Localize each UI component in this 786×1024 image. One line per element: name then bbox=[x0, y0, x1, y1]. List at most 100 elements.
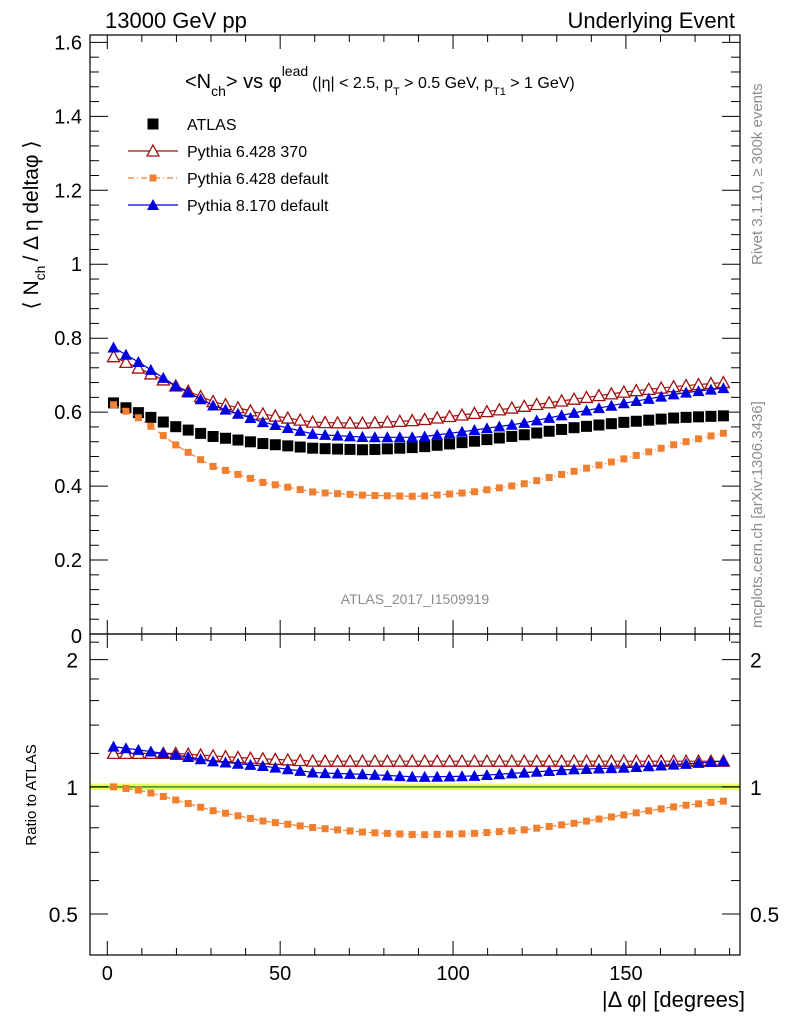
data-point bbox=[543, 411, 556, 423]
ratio-data-point bbox=[246, 814, 254, 822]
legend-entry: Pythia 6.428 default bbox=[128, 171, 329, 188]
ratio-data-point bbox=[367, 753, 382, 767]
data-point bbox=[269, 419, 282, 431]
data-point bbox=[207, 399, 220, 411]
data-point bbox=[296, 486, 304, 494]
data-point bbox=[309, 488, 317, 496]
ratio-data-point bbox=[358, 828, 366, 836]
data-point bbox=[470, 488, 478, 496]
legend-entry: ATLAS bbox=[147, 117, 237, 134]
data-point bbox=[657, 444, 665, 452]
data-point bbox=[392, 413, 407, 427]
data-point bbox=[159, 432, 167, 440]
ratio-data-point bbox=[110, 783, 118, 791]
ratio-data-point bbox=[533, 824, 541, 832]
data-point bbox=[306, 427, 319, 439]
data-point bbox=[197, 456, 205, 464]
data-point bbox=[508, 482, 516, 490]
ratio-data-point bbox=[417, 753, 432, 767]
data-point bbox=[668, 412, 680, 424]
ratio-data-point bbox=[393, 770, 406, 782]
data-point bbox=[318, 415, 333, 429]
ratio-data-point bbox=[456, 770, 469, 782]
ratio-data-point bbox=[717, 755, 730, 767]
data-point bbox=[558, 470, 566, 478]
ratio-data-point bbox=[222, 809, 230, 817]
data-point bbox=[456, 437, 468, 449]
ratio-data-point bbox=[169, 748, 182, 760]
data-point bbox=[483, 486, 491, 494]
ratio-data-point bbox=[368, 768, 381, 780]
ratio-data-point bbox=[555, 764, 568, 776]
data-point bbox=[680, 386, 693, 398]
ratio-data-point bbox=[330, 753, 345, 767]
data-point bbox=[495, 484, 503, 492]
ratio-data-point bbox=[492, 753, 507, 767]
data-point bbox=[331, 429, 344, 441]
ratio-data-point bbox=[558, 821, 566, 829]
data-point bbox=[591, 388, 607, 402]
ratio-data-point bbox=[530, 765, 543, 777]
ratio-data-point bbox=[408, 831, 416, 839]
data-point bbox=[119, 348, 132, 360]
data-point bbox=[430, 410, 445, 424]
y-tick-label: 0.4 bbox=[54, 476, 82, 498]
data-point bbox=[195, 427, 207, 439]
data-point bbox=[342, 415, 358, 429]
ratio-data-point bbox=[695, 800, 703, 808]
data-point bbox=[705, 410, 717, 422]
data-point bbox=[632, 451, 640, 459]
data-point bbox=[492, 402, 507, 416]
legend-label: ATLAS bbox=[187, 117, 237, 134]
data-point bbox=[431, 428, 444, 440]
ratio-data-point bbox=[570, 819, 578, 827]
analysis-id: ATLAS_2017_I1509919 bbox=[341, 591, 490, 607]
ratio-data-point bbox=[495, 828, 503, 836]
ratio-data-point bbox=[595, 815, 603, 823]
chart-title: <Nch> vs φlead(|η| < 2.5, pT > 0.5 GeV, … bbox=[185, 63, 575, 99]
data-point bbox=[533, 477, 541, 485]
ratio-data-point bbox=[371, 829, 379, 837]
data-point bbox=[107, 341, 120, 353]
data-point bbox=[257, 438, 269, 450]
series-pythia-6-428-default bbox=[110, 401, 727, 500]
data-point bbox=[256, 416, 269, 428]
data-point bbox=[505, 418, 518, 430]
ratio-data-point bbox=[355, 753, 370, 767]
ratio-data-point bbox=[421, 831, 429, 839]
data-point bbox=[604, 386, 619, 400]
data-point bbox=[630, 395, 643, 407]
data-point bbox=[209, 462, 217, 470]
ratio-data-point bbox=[505, 767, 518, 779]
ratio-data-point bbox=[234, 812, 242, 820]
data-point bbox=[717, 382, 730, 394]
data-point bbox=[419, 441, 431, 453]
legend-marker bbox=[147, 199, 159, 210]
header-right: Underlying Event bbox=[567, 8, 735, 33]
ratio-data-point bbox=[132, 743, 145, 755]
data-point bbox=[367, 415, 382, 429]
data-point bbox=[493, 420, 506, 432]
data-point bbox=[246, 474, 254, 482]
data-point bbox=[231, 407, 244, 419]
ratio-data-point bbox=[207, 755, 220, 767]
data-point bbox=[704, 383, 717, 395]
ratio-data-point bbox=[144, 745, 157, 757]
ratio-series-layer bbox=[106, 740, 731, 839]
data-point bbox=[380, 414, 395, 428]
ratio-data-point bbox=[592, 762, 605, 774]
data-point bbox=[356, 444, 368, 456]
data-point bbox=[319, 443, 331, 455]
ratio-data-point bbox=[209, 807, 217, 815]
data-point bbox=[122, 407, 130, 415]
data-point bbox=[693, 411, 705, 423]
data-point bbox=[479, 404, 495, 418]
ratio-data-point bbox=[197, 803, 205, 811]
ratio-data-point bbox=[620, 811, 628, 819]
ratio-data-point bbox=[430, 753, 445, 767]
data-point bbox=[405, 413, 420, 427]
ratio-data-point bbox=[692, 756, 705, 768]
data-point bbox=[643, 414, 655, 426]
ratio-data-point bbox=[518, 766, 531, 778]
ratio-data-point bbox=[458, 830, 466, 838]
